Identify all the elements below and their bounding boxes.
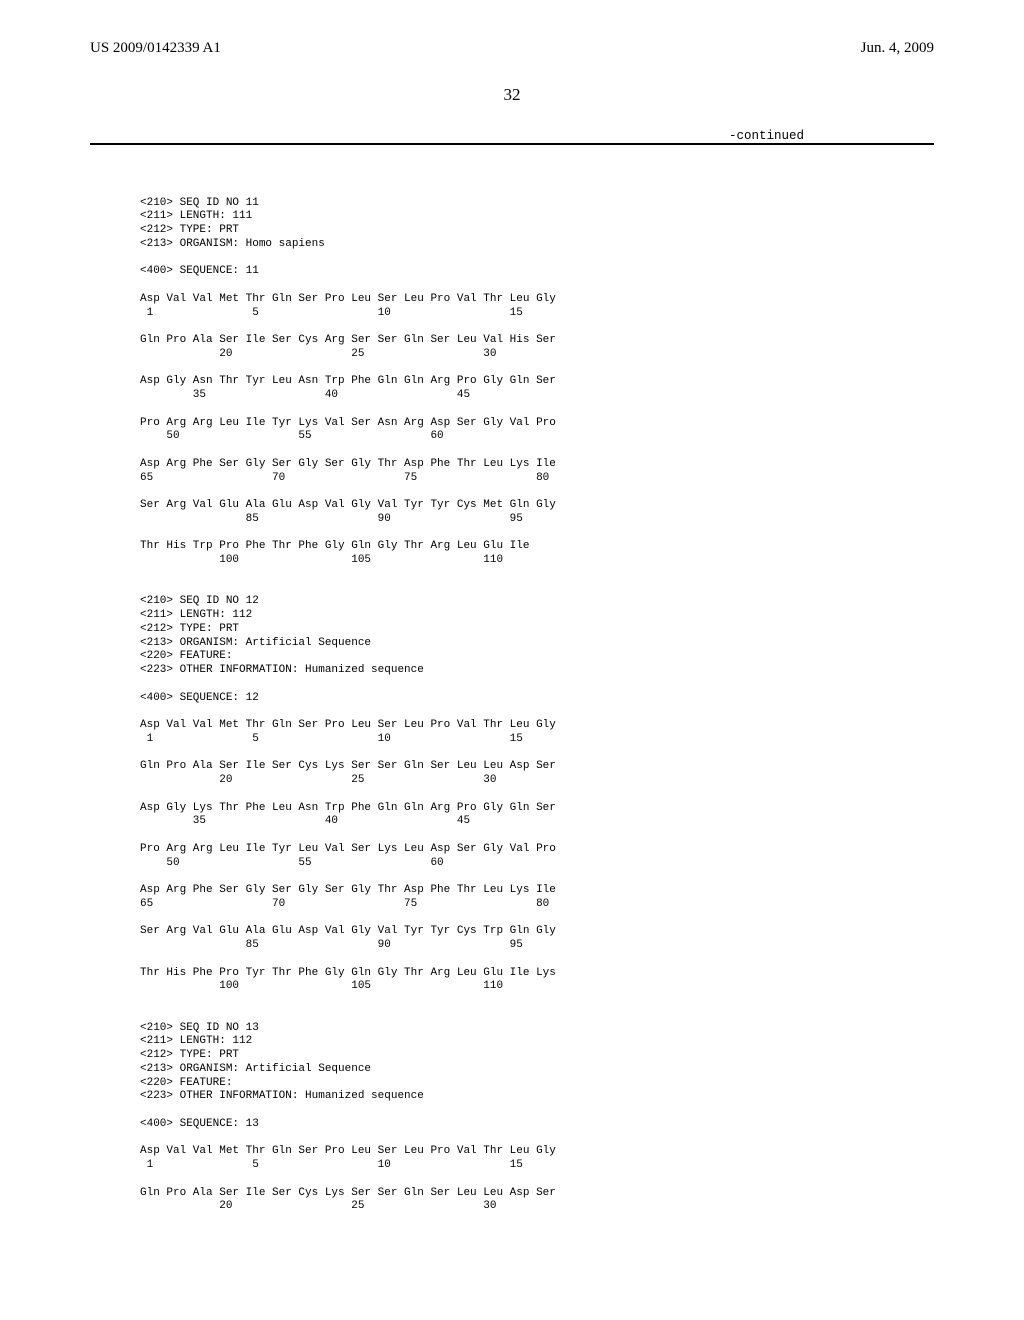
- page-container: US 2009/0142339 A1 Jun. 4, 2009 32 -cont…: [0, 0, 1024, 1320]
- continued-block: -continued: [90, 129, 934, 145]
- divider: [90, 143, 934, 145]
- page-header: US 2009/0142339 A1 Jun. 4, 2009: [90, 40, 934, 57]
- page-number: 32: [90, 85, 934, 105]
- pub-date: Jun. 4, 2009: [861, 40, 934, 57]
- pub-number: US 2009/0142339 A1: [90, 40, 221, 57]
- sequence-listing: <210> SEQ ID NO 11 <211> LENGTH: 111 <21…: [140, 169, 934, 1214]
- continued-label: -continued: [90, 129, 934, 143]
